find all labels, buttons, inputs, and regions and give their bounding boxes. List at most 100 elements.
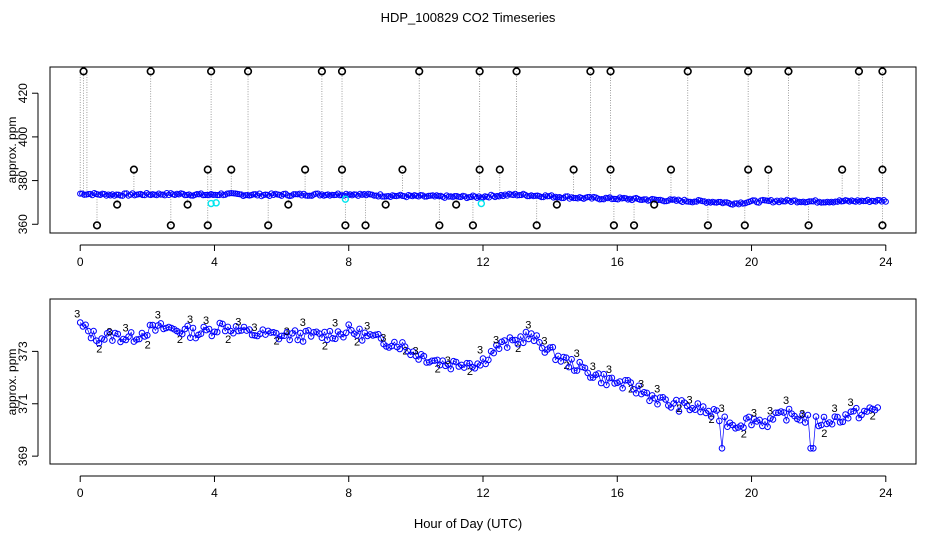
top-calibration-point [212, 199, 220, 207]
bottom-circle-point [495, 345, 503, 353]
bottom-circle-point [82, 321, 89, 329]
bottom-circle-point [291, 327, 299, 334]
bottom-plot-character: 3 [574, 348, 580, 360]
top-baseline-point [421, 193, 428, 200]
top-outlier-low-point [203, 221, 212, 230]
bottom-circle-point [490, 349, 498, 357]
bottom-circle-point [748, 421, 755, 429]
bottom-circle-point [619, 384, 626, 392]
bottom-circle-point [396, 345, 404, 353]
bottom-x-tick-label: 12 [476, 486, 490, 500]
bottom-plot-character: 3 [203, 315, 209, 327]
bottom-circle-point [447, 365, 455, 373]
top-baseline-point [868, 197, 875, 204]
top-baseline-point [806, 198, 813, 205]
bottom-circle-point [318, 334, 326, 342]
top-baseline-point [81, 191, 88, 198]
bottom-plot-character: 2 [145, 339, 151, 351]
bottom-series-line [79, 322, 878, 449]
bottom-circle-point [699, 403, 707, 410]
top-y-tick-label: 400 [16, 127, 30, 147]
top-outlier-low-point [264, 221, 273, 230]
top-outlier-low-point [552, 200, 561, 209]
bottom-circle-point [278, 332, 285, 340]
bottom-plot-character: 3 [413, 346, 419, 358]
bottom-circle-point [353, 332, 361, 339]
top-baseline-point [200, 192, 207, 199]
bottom-circle-point [581, 364, 589, 372]
bottom-circle-point [211, 328, 218, 336]
top-outlier-high-point [317, 67, 326, 76]
top-outlier-low-point [341, 221, 350, 230]
top-baseline-point [614, 196, 622, 203]
top-y-tick-label: 380 [16, 170, 30, 190]
bottom-circle-point [235, 327, 242, 335]
bottom-circle-point [732, 425, 739, 432]
top-outlier-mid-point [838, 165, 847, 174]
top-baseline-point [163, 190, 170, 197]
bottom-circle-point [286, 336, 294, 344]
bottom-circle-point [549, 343, 557, 351]
top-baseline-point [314, 190, 321, 197]
top-outlier-high-point [744, 67, 753, 76]
bottom-circle-point [302, 327, 310, 335]
bottom-circle-point [178, 330, 186, 338]
bottom-circle-point [101, 336, 108, 343]
bottom-circle-point [807, 445, 814, 452]
top-outlier-high-point [79, 67, 88, 76]
top-calibration-point [341, 195, 350, 203]
top-outlier-mid-point [475, 165, 484, 174]
top-outlier-high-point [586, 67, 595, 76]
bottom-circle-point [157, 320, 165, 327]
bottom-circle-point [707, 413, 715, 420]
top-baseline-point [375, 193, 382, 200]
bottom-plot-box [49, 298, 917, 465]
top-baseline-point [381, 193, 388, 200]
bottom-plot-character: 2 [225, 334, 231, 346]
bottom-circle-point [533, 332, 541, 339]
top-outlier-mid-point [878, 165, 887, 174]
top-outlier-mid-point [666, 165, 676, 174]
top-outlier-high-point [854, 67, 864, 76]
bottom-plot-character: 3 [638, 378, 644, 390]
bottom-plot-character: 3 [235, 317, 241, 329]
top-calibration-point [477, 199, 486, 208]
top-baseline-point [610, 195, 618, 202]
bottom-plot-character: 3 [799, 409, 805, 421]
bottom-circle-point [568, 356, 575, 363]
bottom-plot-character: 3 [590, 361, 596, 373]
bottom-circle-point [643, 389, 651, 397]
bottom-plot-character: 3 [251, 322, 257, 334]
top-baseline-point [242, 192, 249, 199]
bottom-circle-point [654, 400, 661, 408]
top-y-axis-label: approx. ppm [5, 117, 19, 184]
bottom-circle-point [745, 413, 753, 421]
bottom-connector-line [79, 322, 878, 449]
top-outlier-low-point [629, 221, 639, 230]
bottom-circle-point [184, 322, 191, 330]
top-baseline-point [129, 190, 136, 197]
top-baseline-point [637, 196, 644, 203]
top-baseline-point [715, 198, 722, 206]
bottom-circle-point [299, 338, 307, 345]
bottom-circle-point [415, 356, 422, 363]
top-outlier-low-point [435, 221, 444, 230]
top-outlier-low-point [92, 221, 102, 230]
top-y-axis: 360 380 400 420 [16, 83, 39, 234]
top-outlier-low-point [804, 221, 813, 230]
bottom-circle-point [831, 413, 839, 421]
bottom-circle-point [520, 339, 527, 347]
bottom-y-tick-label: 373 [16, 341, 30, 361]
bottom-circle-point [144, 332, 151, 339]
top-outlier-mid-point [744, 165, 753, 174]
top-baseline-point [181, 192, 188, 199]
bottom-plot-character: 2 [515, 343, 521, 355]
bottom-plot-character: 3 [187, 314, 193, 326]
top-baseline-point [570, 195, 577, 202]
bottom-circle-point [197, 330, 205, 338]
bottom-plot-character: 3 [719, 403, 725, 415]
bottom-circle-point [600, 370, 608, 378]
top-baseline-point [516, 192, 523, 199]
